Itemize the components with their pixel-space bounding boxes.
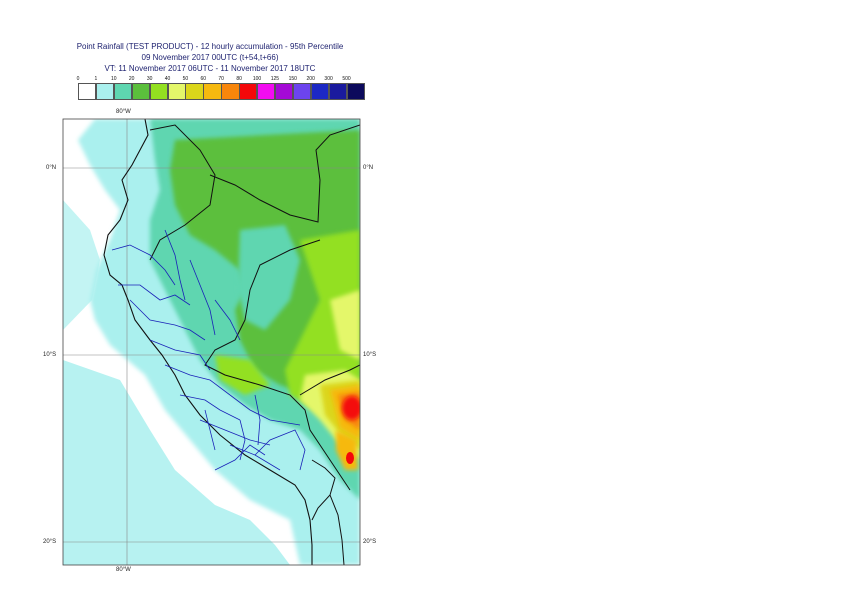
lat-label-10-right: 10°S	[363, 352, 377, 358]
legend-swatch	[274, 83, 294, 100]
valid-time: VT: 11 November 2017 06UTC - 11 November…	[104, 64, 316, 73]
legend-swatch	[221, 83, 240, 100]
legend-label: 70	[218, 76, 224, 82]
legend-label: 150	[288, 76, 297, 82]
rain-field-1-10-ocean	[63, 360, 290, 565]
rain-field-40-50	[330, 290, 360, 360]
legend-swatch	[310, 83, 330, 100]
lat-label-20-left: 20°S	[43, 539, 57, 545]
legend-label: 80	[236, 76, 242, 82]
legend-label: 30	[146, 76, 153, 82]
lat-label-0-left: 0°N	[46, 165, 57, 171]
map-frame	[62, 118, 361, 566]
regional-borders	[111, 229, 306, 471]
legend-label: 60	[200, 76, 207, 82]
legend-label: 100	[252, 76, 262, 82]
legend-swatch	[257, 83, 276, 100]
legend-label: 500	[342, 76, 351, 82]
legend-swatch	[78, 83, 97, 100]
legend-label: 300	[324, 76, 333, 82]
lat-label-10-left: 10°S	[43, 352, 57, 358]
coastline	[103, 119, 313, 565]
legend-label: 10	[111, 76, 117, 82]
legend-swatch	[292, 83, 312, 100]
legend-label: 20	[128, 76, 135, 82]
legend-label: 125	[270, 76, 280, 82]
legend-swatch	[239, 83, 258, 100]
legend-label: 1	[94, 76, 98, 82]
lon-label-top: 80°W	[116, 109, 131, 115]
map-title: Point Rainfall (TEST PRODUCT) - 12 hourl…	[76, 42, 344, 51]
legend-swatch	[203, 83, 222, 100]
lon-label-bottom: 80°W	[116, 567, 131, 573]
legend-swatch	[328, 83, 347, 100]
legend-swatch	[346, 83, 365, 100]
legend-swatch	[167, 83, 186, 100]
run-time: 09 November 2017 00UTC (t+54,t+66)	[141, 53, 279, 62]
legend-label: 50	[182, 76, 189, 82]
legend-label: 40	[164, 76, 171, 82]
lat-label-20-right: 20°S	[363, 539, 377, 545]
rain-field-80-100	[342, 396, 360, 420]
legend-swatch	[131, 83, 151, 100]
lat-label-0-right: 0°N	[363, 165, 374, 171]
legend-swatch	[95, 83, 115, 100]
legend-label: 0	[76, 76, 80, 82]
legend-swatch	[113, 83, 133, 100]
legend-label: 200	[306, 76, 315, 82]
legend-swatch	[185, 83, 204, 100]
graticule	[63, 119, 360, 565]
legend-swatch	[149, 83, 168, 100]
